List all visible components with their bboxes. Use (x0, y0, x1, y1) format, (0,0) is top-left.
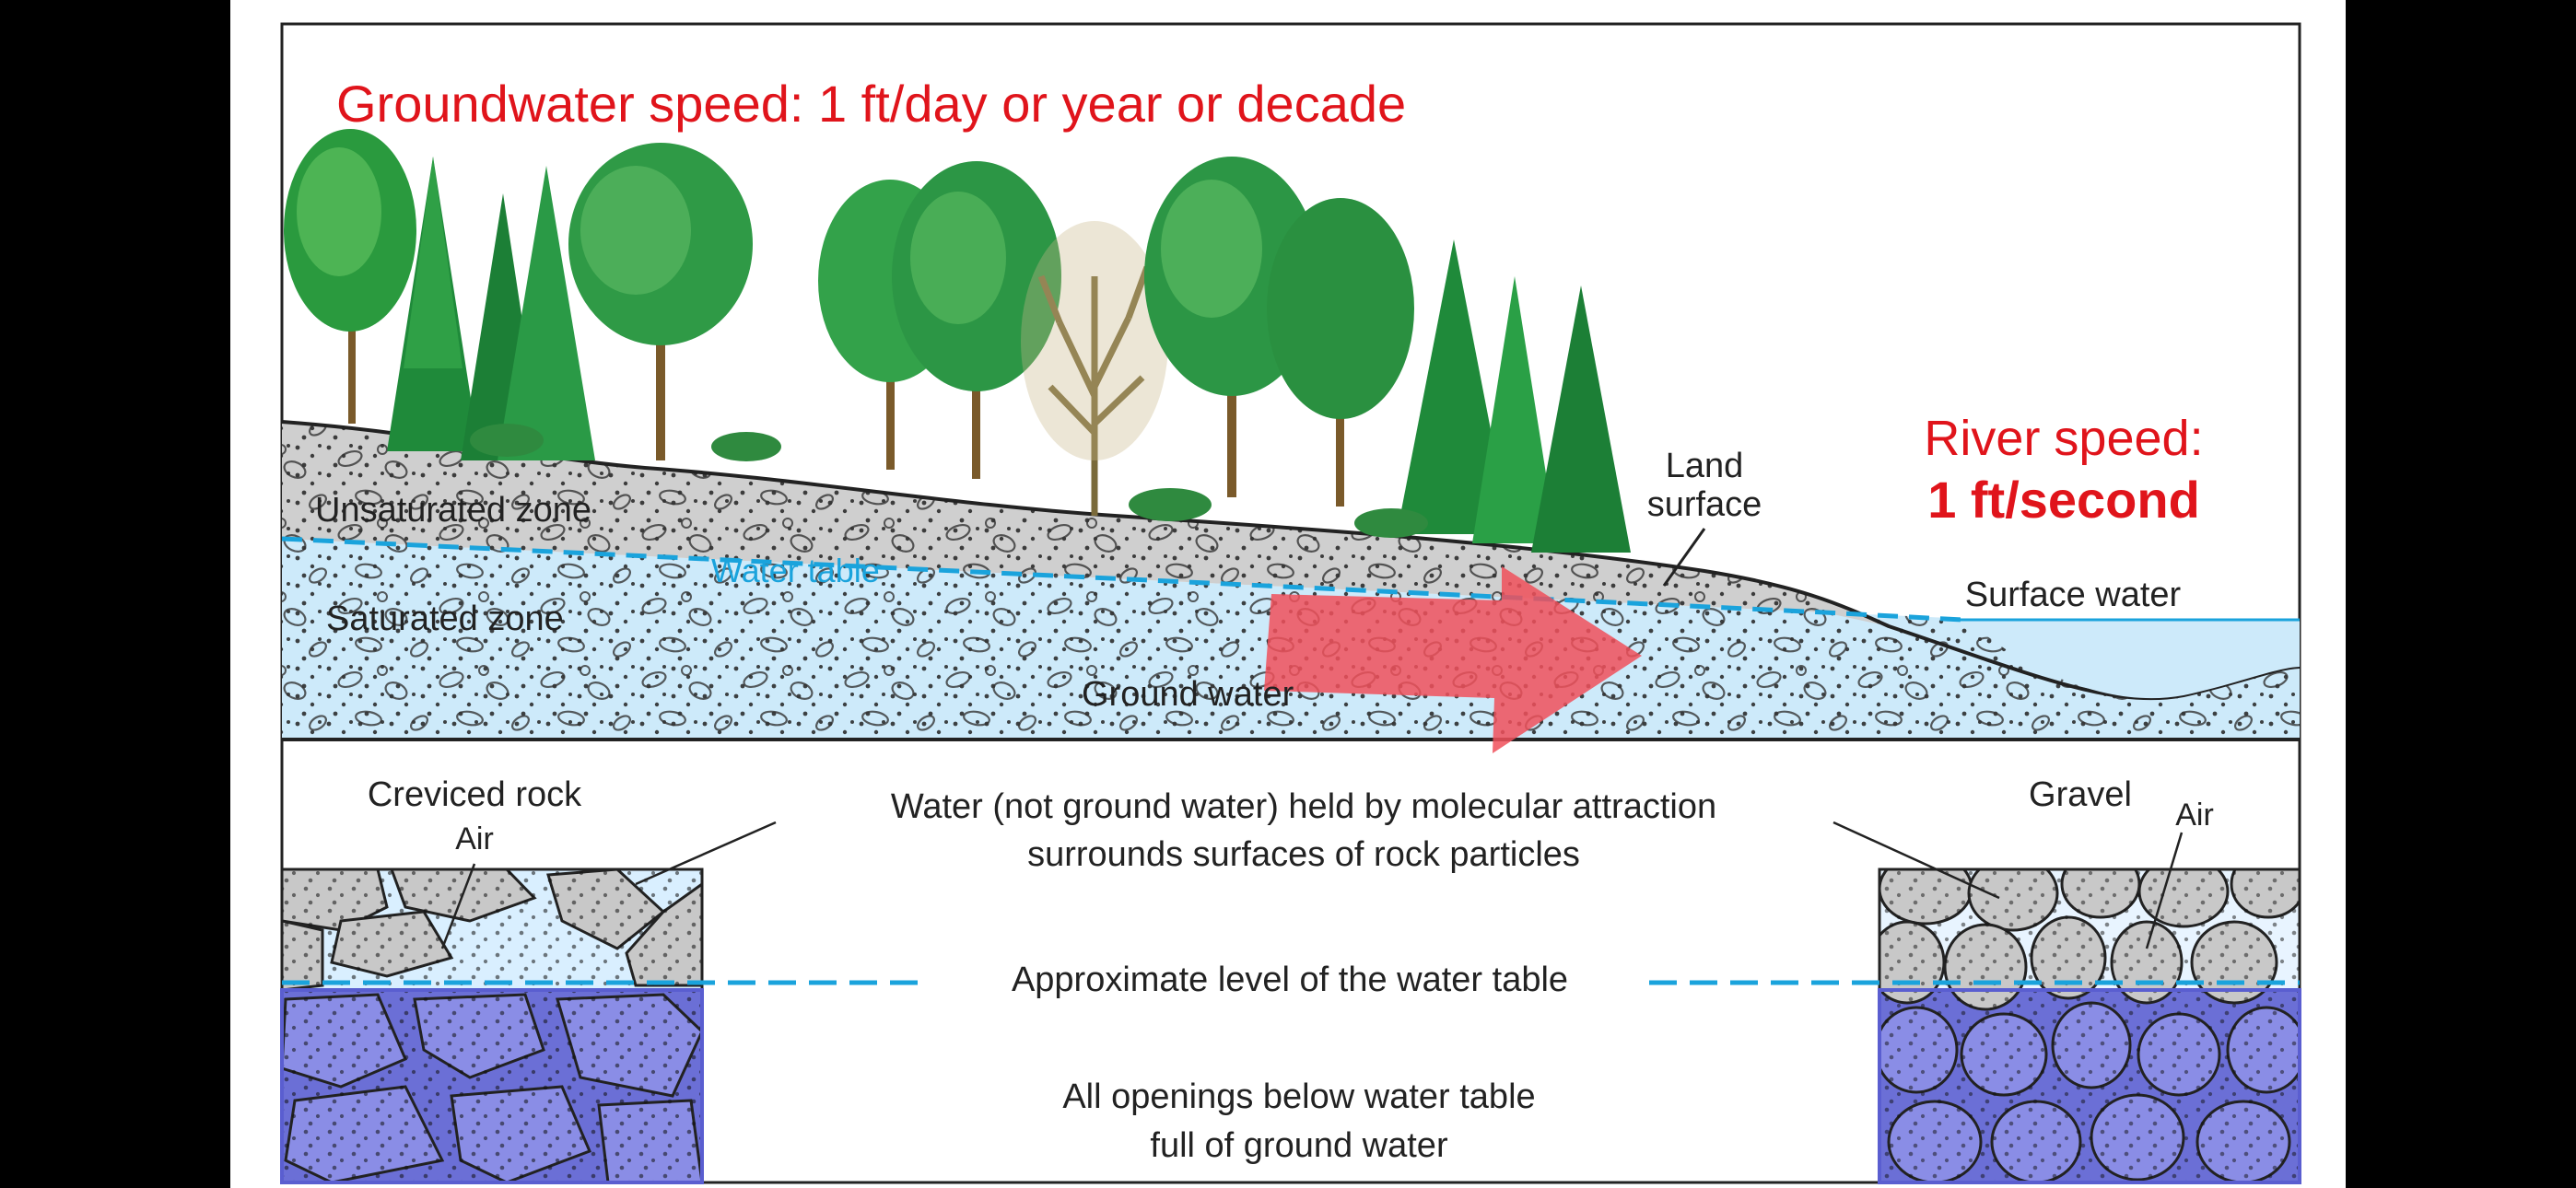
molecular-attraction-line-1: Water (not ground water) held by molecul… (891, 787, 1716, 826)
water-table-line (281, 536, 1963, 623)
land-surface-label-2: surface (1647, 485, 1762, 524)
slide-title: Groundwater speed: 1 ft/day or year or d… (336, 75, 1406, 133)
molecular-attraction-line-2: surrounds surfaces of rock particles (1027, 835, 1580, 874)
gravel-illustration (1879, 869, 2300, 1182)
groundwater-flow-arrow (1264, 566, 1642, 753)
surface-water-label: Surface water (1965, 576, 2182, 614)
openings-label-line-2: full of ground water (1150, 1126, 1448, 1165)
groundwater-diagram: Groundwater speed: 1 ft/day or year or d… (280, 22, 2301, 1184)
water-table-level-label: Approximate level of the water table (1012, 961, 1568, 999)
water-table-label: Water table (711, 552, 880, 589)
creviced-rock-illustration (282, 869, 702, 1182)
air-label-left: Air (455, 821, 494, 856)
ground-water-label: Ground water (1082, 675, 1294, 714)
gravel-label: Gravel (2029, 775, 2132, 814)
saturated-zone-label: Saturated zone (326, 600, 564, 638)
openings-label-line-1: All openings below water table (1062, 1077, 1535, 1116)
surface-water (1967, 620, 2300, 699)
air-label-right: Air (2175, 798, 2214, 833)
river-speed-value: 1 ft/second (1927, 471, 2200, 529)
trees (284, 129, 1631, 553)
unsaturated-zone-label: Unsaturated zone (315, 491, 591, 530)
creviced-rock-label: Creviced rock (368, 775, 582, 814)
land-surface-line (281, 420, 2301, 701)
slide: Groundwater speed: 1 ft/day or year or d… (230, 0, 2346, 1188)
river-speed-label: River speed: (1924, 411, 2203, 466)
land-surface-label-1: Land (1666, 447, 1744, 485)
